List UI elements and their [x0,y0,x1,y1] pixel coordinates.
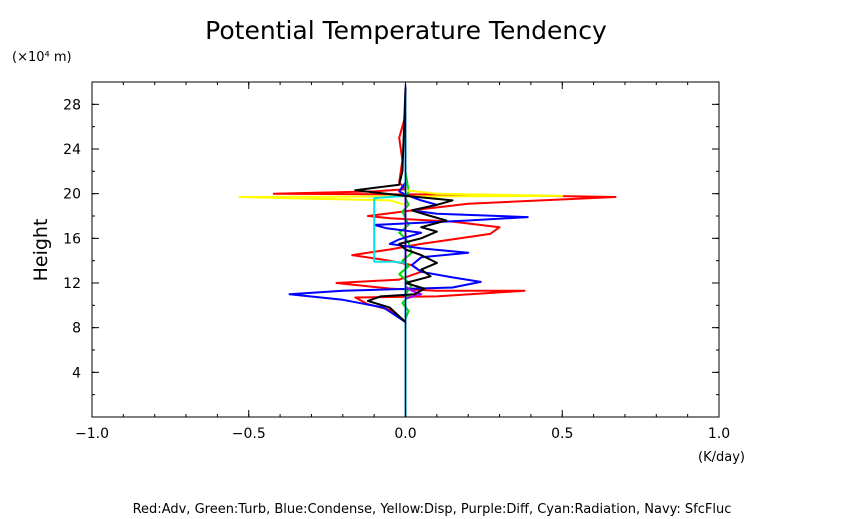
legend-caption: Red:Adv, Green:Turb, Blue:Condense, Yell… [133,502,732,517]
y-tick-label: 16 [63,231,81,247]
y-tick-label: 24 [63,142,81,158]
y-tick-label: 4 [72,365,81,381]
y-tick-label: 8 [72,321,81,337]
plot-frame [91,81,720,418]
x-tick-label: −0.5 [232,426,266,442]
series-line-disp [238,87,564,417]
x-tick-label: 0.0 [394,426,416,442]
series-line-total [354,87,454,323]
x-tick-label: 1.0 [708,426,730,442]
series-line-adv [272,87,617,330]
y-tick-label: 28 [63,97,81,113]
y-tick-label: 20 [63,187,81,203]
y-axis-label: Height [30,219,52,282]
series-layer [238,84,617,417]
tick-layer: −1.0 −0.5 0.0 0.5 1.0 4 8 12 16 20 24 28 [63,81,730,442]
series-line-condense [288,87,529,323]
y-axis-unit: (×10⁴ m) [12,50,72,65]
x-tick-label: 0.5 [551,426,573,442]
chart-title: Potential Temperature Tendency [205,16,607,45]
series-line-radiation [373,87,407,417]
x-tick-label: −1.0 [75,426,109,442]
y-tick-label: 12 [63,276,81,292]
x-axis-unit: (K/day) [698,450,745,465]
